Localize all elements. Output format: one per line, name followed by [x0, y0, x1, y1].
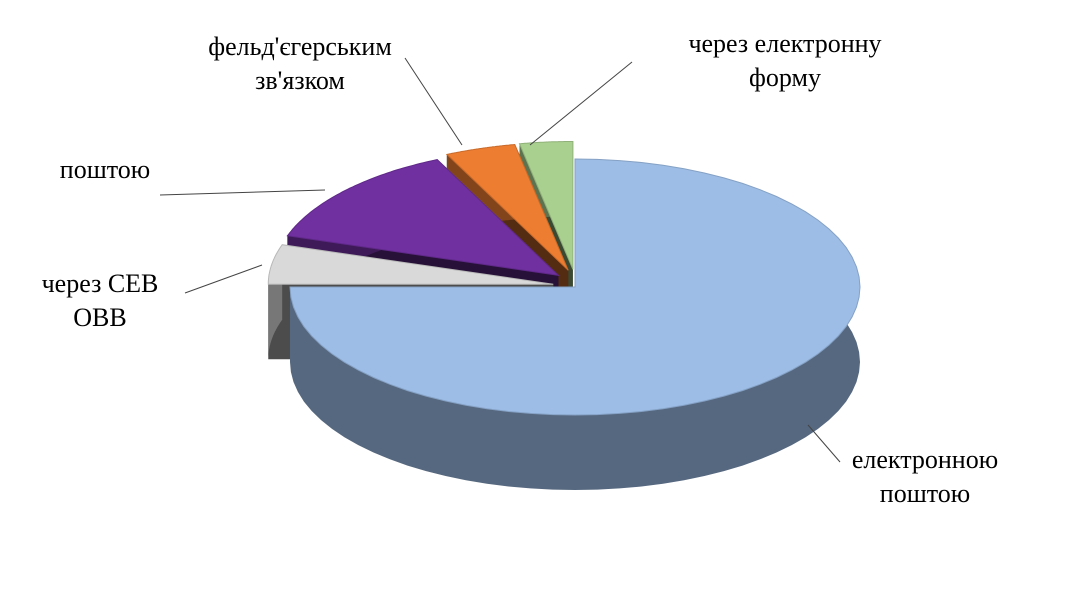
label-line: через електронну: [688, 29, 881, 58]
slice-label: через СЕВ ОВВ: [42, 269, 159, 332]
label-line: поштою: [60, 155, 150, 184]
slice-top: [518, 141, 574, 270]
slice-label: фельд'єгерським зв'язком: [208, 32, 392, 95]
leader-line: [159, 189, 326, 196]
slice: [289, 158, 861, 490]
slice-label: поштою: [60, 155, 150, 184]
label-line: зв'язком: [255, 66, 345, 95]
leader-line: [404, 57, 463, 146]
label-line: ОВВ: [73, 303, 126, 332]
leader-line: [529, 61, 633, 146]
label-line: електронною: [852, 445, 998, 474]
leader-line: [184, 264, 263, 294]
slice-top: [289, 158, 861, 416]
slice-top: [286, 158, 560, 277]
label-line: фельд'єгерським: [208, 32, 392, 61]
label-line: через СЕВ: [42, 269, 159, 298]
slice-label: через електронну форму: [688, 29, 881, 92]
label-line: форму: [749, 63, 821, 92]
slice-label: електронною поштою: [852, 445, 998, 508]
slice-top: [267, 244, 554, 285]
slice-top: [445, 143, 569, 271]
leader-line: [807, 424, 841, 463]
label-line: поштою: [880, 479, 970, 508]
